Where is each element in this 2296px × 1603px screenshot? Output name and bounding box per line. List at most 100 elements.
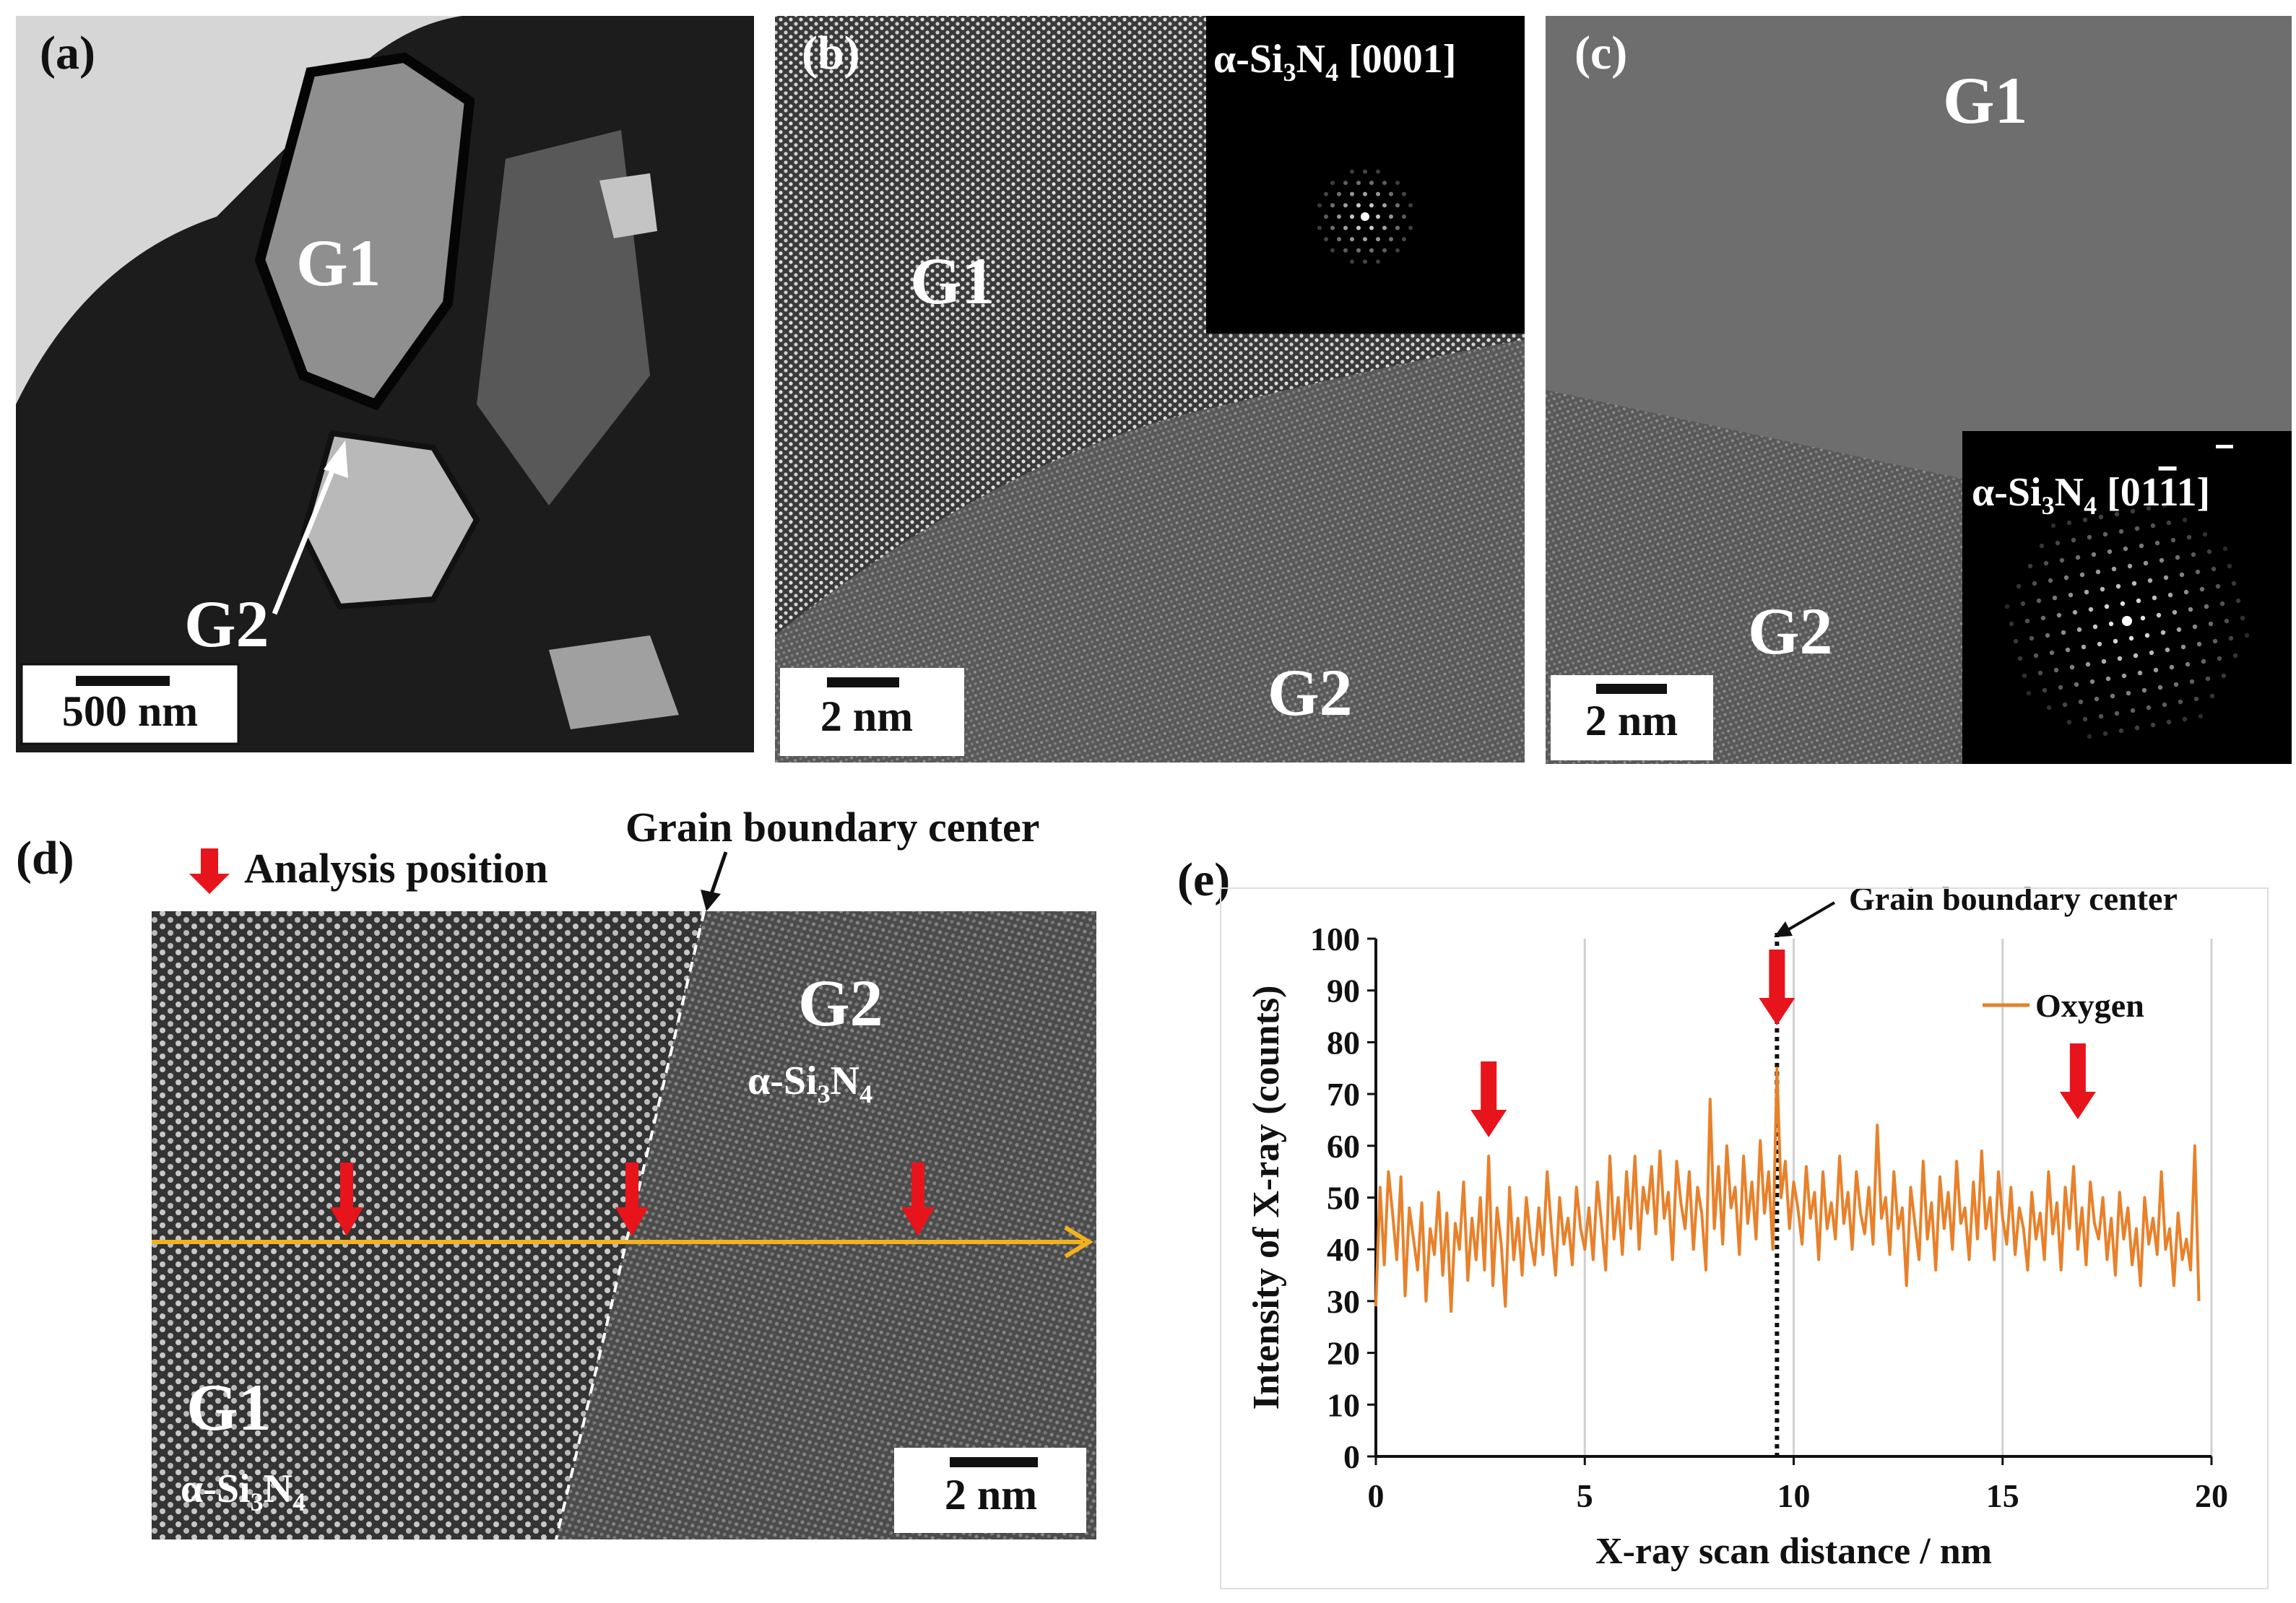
analysis-position-arrow <box>2059 1043 2096 1119</box>
diffraction-spot <box>2179 572 2185 578</box>
diffraction-spot <box>2033 653 2039 659</box>
diffraction-spot <box>2221 673 2227 679</box>
diffraction-spot <box>2072 609 2078 615</box>
diffraction-spot <box>2122 616 2132 626</box>
diffraction-spot <box>2071 537 2076 543</box>
diffraction-spot <box>2114 511 2120 517</box>
diffraction-spot <box>1395 203 1400 208</box>
diffraction-spot <box>2039 543 2045 549</box>
diffraction-spot <box>2172 609 2178 615</box>
diffraction-spot <box>2009 621 2014 627</box>
label-g2: G2 <box>798 966 883 1040</box>
diffraction-spot <box>2147 578 2153 583</box>
diffraction-spot <box>2074 682 2079 687</box>
diffraction-spot <box>2152 595 2157 601</box>
legend-red-arrow <box>189 848 230 894</box>
overline-bar <box>2216 445 2233 448</box>
diffraction-spot <box>2186 534 2192 540</box>
scale-bar-label: 2 nm <box>945 1471 1037 1519</box>
label-g1: G1 <box>1943 64 2028 137</box>
diffraction-spot <box>1337 191 1341 196</box>
diffraction-spot <box>1343 203 1348 208</box>
diffraction-spot <box>1350 191 1354 196</box>
label-g2: G2 <box>184 587 269 661</box>
diffraction-spot <box>1356 225 1361 230</box>
x-tick-label: 0 <box>1368 1477 1385 1514</box>
pointer-arrow-head <box>324 440 348 478</box>
scale-bar-label: 2 nm <box>820 692 913 740</box>
diffraction-spot <box>2156 612 2162 618</box>
panel-d: (d) Analysis position Grain boundary cen… <box>16 804 1096 1540</box>
analysis-position-arrow <box>1759 950 1795 1025</box>
diffraction-spot <box>2048 578 2053 583</box>
diffraction-spot <box>2097 641 2102 647</box>
diffraction-spot <box>2117 656 2123 661</box>
diffraction-spot <box>2105 676 2111 682</box>
panel-b: α-Si3N4 [0001] (b) G1 G2 2 nm <box>775 16 1525 763</box>
diffraction-spot <box>2146 505 2152 511</box>
diffraction-spot <box>2180 644 2186 650</box>
diffraction-spot <box>2100 586 2105 592</box>
grain-small <box>549 635 679 729</box>
gb-pointer-arrow <box>1786 901 1836 931</box>
diffraction-spot <box>2162 503 2167 508</box>
diffraction-spot <box>2115 583 2121 589</box>
diffraction-spot <box>2163 575 2169 581</box>
gb-center-label: Grain boundary center <box>625 804 1040 851</box>
diffraction-spot <box>2095 569 2101 575</box>
diffraction-spot <box>2146 705 2152 711</box>
diffraction-spot <box>2102 731 2108 737</box>
diffraction-spot <box>2134 526 2140 531</box>
diffraction-spot <box>2134 725 2140 731</box>
diffraction-spot <box>1330 225 1335 230</box>
diffraction-spot <box>2176 627 2182 633</box>
diffraction-spot <box>1324 191 1328 196</box>
diffraction-spot <box>2016 583 2022 589</box>
fft-spots <box>2004 503 2250 739</box>
diffraction-spot <box>1356 181 1361 186</box>
scale-bar <box>827 677 899 687</box>
diffraction-spot <box>1369 225 1374 230</box>
diffraction-spot <box>1330 248 1335 253</box>
panel-a-label: (a) <box>40 27 95 79</box>
diffraction-spot <box>1402 237 1406 242</box>
diffraction-spot <box>1356 203 1361 208</box>
diffraction-spot <box>2029 635 2035 641</box>
diffraction-spot <box>2182 517 2188 523</box>
diffraction-spot <box>1363 169 1367 174</box>
diffraction-spot <box>2212 638 2218 644</box>
y-tick-label: 100 <box>1310 921 1360 957</box>
diffraction-spot <box>2175 555 2180 560</box>
diffraction-spot <box>2130 508 2136 514</box>
label-g2: G2 <box>1748 594 1833 668</box>
diffraction-spot <box>2173 682 2179 687</box>
diffraction-spot <box>2081 644 2087 650</box>
diffraction-spot <box>1376 259 1380 264</box>
x-tick-label: 10 <box>1777 1477 1811 1514</box>
analysis-position-arrow <box>330 1163 363 1236</box>
diffraction-spot <box>2231 581 2237 586</box>
diffraction-spot <box>2111 566 2117 572</box>
diffraction-spot <box>1363 237 1367 242</box>
diffraction-spot <box>2208 621 2214 627</box>
diffraction-spot <box>2088 607 2094 612</box>
diffraction-spot <box>1350 259 1354 264</box>
scale-bar <box>76 676 170 686</box>
diffraction-spot <box>2063 575 2069 581</box>
diffraction-spot <box>1350 169 1354 174</box>
diffraction-spot <box>2118 728 2124 734</box>
oxygen-chart: 0 10 20 30 40 50 60 70 80 90 100 0 5 10 15 20 X-ray scan… <box>1220 887 2269 1589</box>
diffraction-spot <box>2209 693 2215 699</box>
diffraction-spot <box>2232 653 2238 659</box>
panel-d-label: (d) <box>16 832 74 885</box>
diffraction-spot <box>2027 563 2033 569</box>
legend-label: Analysis position <box>244 845 548 892</box>
diffraction-spot <box>2108 621 2114 627</box>
diffraction-spot <box>2127 563 2133 569</box>
y-tick-label: 50 <box>1327 1180 1360 1217</box>
panel-c: α-Si3N4 [0111] (c) G1 G2 2 nm <box>1546 16 2292 764</box>
analysis-position-arrow <box>901 1163 935 1236</box>
fft-spots <box>1317 169 1413 264</box>
y-tick-label: 80 <box>1327 1024 1360 1061</box>
analysis-position-arrow <box>1470 1061 1507 1137</box>
